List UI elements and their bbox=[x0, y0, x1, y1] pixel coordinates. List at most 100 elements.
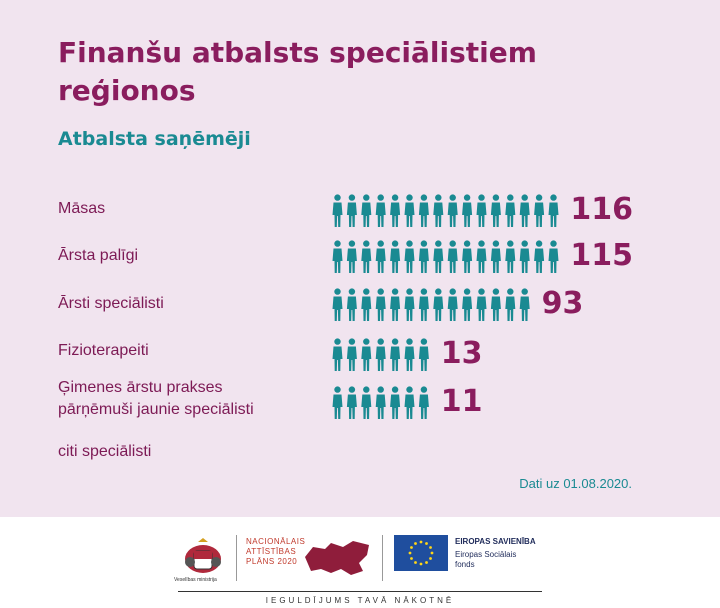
person-icon bbox=[375, 338, 386, 371]
eu-star-icon bbox=[419, 540, 423, 544]
person-icon bbox=[390, 288, 401, 321]
person-icon bbox=[361, 338, 372, 371]
footer: Veselības ministrija NACIONĀLAIS ATTĪSTĪ… bbox=[0, 517, 720, 608]
row-label: Māsas bbox=[58, 200, 106, 217]
eu-flag-icon bbox=[394, 535, 448, 571]
eu-star-icon bbox=[425, 561, 428, 564]
eu-star-icon bbox=[429, 557, 432, 560]
person-icon bbox=[548, 240, 559, 273]
person-icon bbox=[390, 194, 401, 227]
nap-line: NACIONĀLAIS bbox=[246, 537, 306, 546]
nap-line: ATTĪSTĪBAS bbox=[246, 547, 297, 556]
person-icon bbox=[519, 240, 530, 273]
person-icon bbox=[534, 194, 545, 227]
person-icon bbox=[447, 194, 458, 227]
person-icon bbox=[476, 194, 487, 227]
person-icon bbox=[519, 288, 530, 321]
person-icon bbox=[390, 386, 401, 419]
eu-star-icon bbox=[429, 546, 432, 549]
person-icon bbox=[332, 288, 343, 321]
row-label: Fizioterapeiti bbox=[58, 342, 149, 359]
eu-star-icon bbox=[419, 562, 423, 566]
footer-slogan: IEGULDĪJUMS TAVĀ NĀKOTNĒ bbox=[265, 596, 455, 605]
divider bbox=[236, 535, 237, 581]
person-icon bbox=[404, 240, 415, 273]
person-icon bbox=[346, 338, 357, 371]
divider bbox=[382, 535, 383, 581]
row-label: Ārsta palīgi bbox=[58, 247, 139, 264]
person-icon bbox=[332, 386, 343, 419]
infographic-card: Finanšu atbalsts speciālistiem reģionos … bbox=[0, 0, 720, 517]
eu-fund-line: Eiropas Sociālais bbox=[455, 550, 517, 559]
row-value-label: 11 bbox=[440, 384, 483, 419]
person-icon bbox=[404, 338, 415, 371]
person-icon bbox=[375, 386, 386, 419]
eu-fund-name: Eiropas Sociālais fonds bbox=[455, 550, 516, 570]
person-icon bbox=[534, 240, 545, 273]
person-icon bbox=[390, 240, 401, 273]
person-icon bbox=[346, 288, 357, 321]
people-bar bbox=[332, 240, 559, 273]
person-icon bbox=[433, 288, 444, 321]
person-icon bbox=[447, 240, 458, 273]
person-icon bbox=[476, 288, 487, 321]
person-icon bbox=[375, 240, 386, 273]
person-icon bbox=[361, 386, 372, 419]
row-label: Ārsti speciālisti bbox=[58, 295, 164, 312]
person-icon bbox=[418, 194, 429, 227]
person-icon bbox=[490, 288, 501, 321]
person-icon bbox=[490, 194, 501, 227]
data-date-note: Dati uz 01.08.2020. bbox=[519, 476, 632, 491]
person-icon bbox=[361, 240, 372, 273]
eu-star-icon bbox=[410, 546, 413, 549]
person-icon bbox=[390, 338, 401, 371]
person-icon bbox=[418, 338, 429, 371]
eu-title: EIROPAS SAVIENĪBA bbox=[455, 537, 536, 546]
ministry-name: Veselības ministrija bbox=[174, 577, 217, 583]
person-icon bbox=[433, 240, 444, 273]
person-icon bbox=[332, 240, 343, 273]
page-subtitle: Atbalsta saņēmēji bbox=[58, 128, 251, 150]
eu-star-icon bbox=[414, 561, 417, 564]
person-icon bbox=[548, 194, 559, 227]
person-icon bbox=[346, 240, 357, 273]
latvia-map-icon bbox=[305, 541, 369, 575]
person-icon bbox=[418, 288, 429, 321]
person-icon bbox=[404, 288, 415, 321]
person-icon bbox=[404, 194, 415, 227]
person-icon bbox=[476, 240, 487, 273]
person-icon bbox=[505, 240, 516, 273]
row-label: citi speciālisti bbox=[58, 443, 152, 460]
person-icon bbox=[404, 386, 415, 419]
person-icon bbox=[361, 194, 372, 227]
eu-star-icon bbox=[414, 542, 417, 545]
nap-line: PLĀNS 2020 bbox=[246, 557, 298, 566]
row-value-label: 13 bbox=[440, 336, 483, 371]
person-icon bbox=[361, 288, 372, 321]
eu-star-icon bbox=[430, 551, 434, 555]
people-bar bbox=[332, 386, 429, 419]
person-icon bbox=[346, 194, 357, 227]
row-value-label: 115 bbox=[570, 238, 634, 273]
person-icon bbox=[490, 240, 501, 273]
eu-star-icon bbox=[410, 557, 413, 560]
person-icon bbox=[519, 194, 530, 227]
person-icon bbox=[505, 288, 516, 321]
person-icon bbox=[418, 386, 429, 419]
person-icon bbox=[462, 288, 473, 321]
nap-logo-text: NACIONĀLAIS ATTĪSTĪBAS PLĀNS 2020 bbox=[246, 537, 305, 567]
person-icon bbox=[375, 194, 386, 227]
row-value-label: 116 bbox=[570, 192, 634, 227]
person-icon bbox=[418, 240, 429, 273]
eu-star-icon bbox=[425, 542, 428, 545]
people-bar bbox=[332, 338, 429, 371]
people-bar bbox=[332, 288, 530, 321]
person-icon bbox=[346, 386, 357, 419]
person-icon bbox=[462, 240, 473, 273]
person-icon bbox=[375, 288, 386, 321]
person-icon bbox=[462, 194, 473, 227]
page-title: Finanšu atbalsts speciālistiem reģionos bbox=[58, 36, 537, 107]
eu-star-icon bbox=[408, 551, 412, 555]
person-icon bbox=[433, 194, 444, 227]
person-icon bbox=[332, 338, 343, 371]
